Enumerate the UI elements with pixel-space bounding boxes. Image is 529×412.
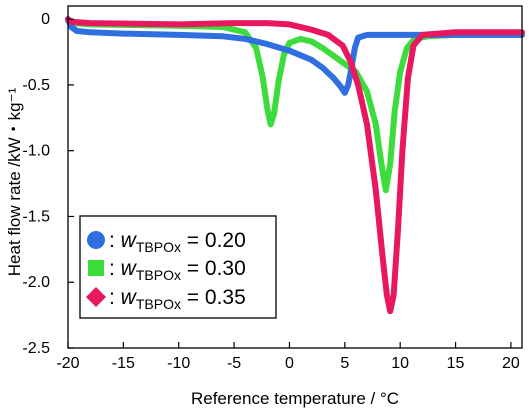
legend-entry-label: : wTBPOx = 0.30 (109, 257, 246, 283)
x-tick-label: 5 (340, 355, 349, 372)
series-line-circle (65, 16, 525, 96)
y-tick-label: -2.5 (22, 340, 50, 357)
x-tick-label: 15 (447, 355, 465, 372)
series-line-diamond (65, 16, 525, 315)
legend-entry-label: : wTBPOx = 0.20 (109, 229, 246, 255)
axes-layer: -20 -15 -10 -5 0 5 10 15 20 0 -0.5 -1.0 -1.5 -2.0 -2.5 (22, 5, 523, 372)
plot-frame (67, 5, 523, 349)
x-tick-label: 20 (502, 355, 520, 372)
legend: : wTBPOx = 0.20: wTBPOx = 0.30 : wTBPOx =… (79, 215, 277, 319)
series-layer (65, 16, 525, 315)
x-tick-label: -5 (227, 355, 241, 372)
y-tick-label: -1.5 (22, 208, 50, 225)
series-line-square (65, 17, 525, 194)
x-tick-label: -20 (56, 355, 79, 372)
x-axis-title: Reference temperature / °C (191, 389, 399, 408)
x-tick-label: 10 (391, 355, 409, 372)
legend-box (79, 215, 277, 319)
y-tick-label: -0.5 (22, 77, 50, 94)
y-tick-label: -2.0 (22, 274, 50, 291)
legend-entry-label: : wTBPOx = 0.35 (109, 286, 246, 312)
y-axis-title: Heat flow rate /kW・kg⁻¹ (5, 87, 24, 276)
y-tick-label: 0 (41, 11, 50, 28)
legend-marker-diamond (86, 287, 106, 307)
y-tick-label: -1.0 (22, 143, 50, 160)
legend-marker-square (88, 260, 104, 276)
x-tick-label: 0 (285, 355, 294, 372)
x-tick-label: -15 (112, 355, 135, 372)
legend-marker-circle (87, 231, 105, 249)
x-tick-label: -10 (167, 355, 190, 372)
